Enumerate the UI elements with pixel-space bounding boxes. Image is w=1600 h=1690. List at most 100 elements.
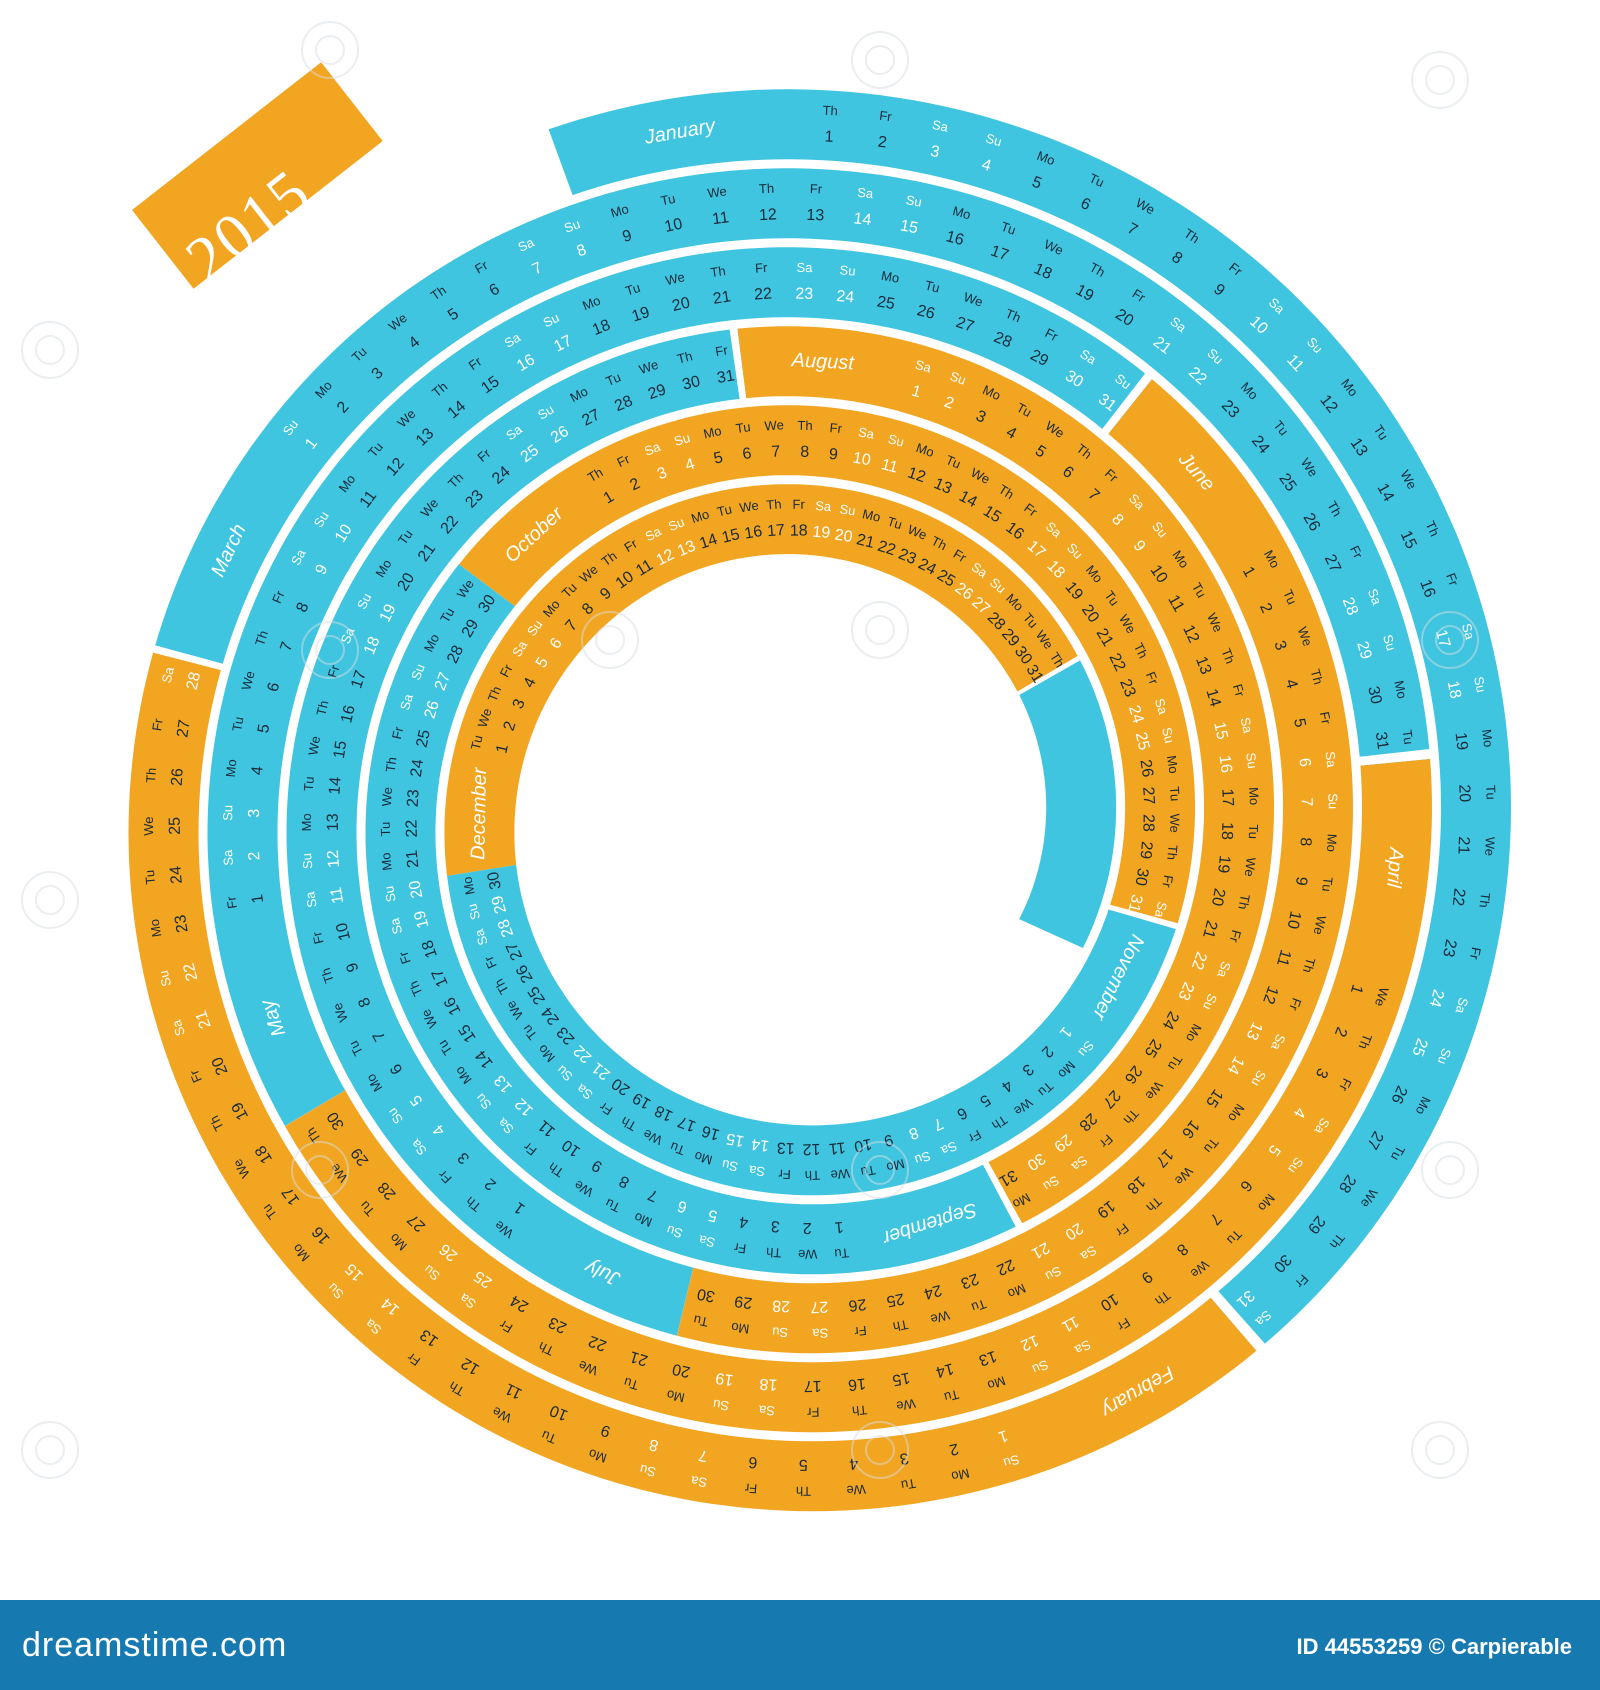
weekday-label: Su	[562, 216, 582, 236]
weekday-label: Th	[303, 1125, 324, 1146]
month-ribbon	[444, 484, 1078, 876]
day-number: 27	[432, 670, 454, 693]
weekday-label: Mo	[1005, 1281, 1028, 1302]
weekday-label: Th	[766, 496, 782, 512]
weekday-label: Sa	[697, 1232, 717, 1250]
weekday-label: Mo	[147, 918, 165, 938]
weekday-label: Sa	[1268, 1032, 1289, 1053]
day-number: 11	[711, 209, 730, 228]
day-number: 29	[1027, 347, 1051, 370]
day-number: 31	[716, 367, 736, 387]
weekday-label: Th	[1422, 519, 1442, 539]
weekday-label: Th	[318, 966, 337, 985]
day-number: 29	[1136, 841, 1155, 860]
weekday-label: Su	[948, 368, 968, 387]
day-number: 22	[754, 285, 773, 303]
weekday-label: Tu	[735, 419, 752, 436]
weekday-label: Sa	[1072, 1337, 1094, 1358]
day-number: 20	[671, 294, 692, 315]
day-number: 23	[1174, 979, 1197, 1002]
day-number: 8	[1296, 837, 1313, 847]
day-number: 26	[169, 768, 187, 787]
weekday-label: Fr	[777, 1167, 791, 1183]
day-number: 21	[855, 531, 876, 552]
day-number: 18	[1444, 679, 1464, 700]
weekday-label: Tu	[346, 1038, 366, 1058]
weekday-label: Sa	[796, 260, 813, 275]
day-number: 31	[1022, 662, 1046, 686]
weekday-label: Tu	[668, 1139, 687, 1158]
day-number: 10	[1097, 1290, 1121, 1314]
weekday-label: We	[1167, 814, 1182, 833]
weekday-label: Su	[1030, 1357, 1051, 1377]
day-number: 13	[325, 813, 342, 831]
month-september: SeptemberTu1We2Th3Fr4Sa5Su6Mo7Tu8We9Th10…	[365, 564, 1016, 1275]
weekday-label: Su	[1285, 1155, 1306, 1177]
day-number: 17	[1218, 788, 1236, 807]
month-november: NovemberSu1Mo2Tu3We4Th5Fr6Sa7Su8Mo9Tu10W…	[447, 850, 1176, 1196]
day-number: 27	[579, 406, 603, 429]
day-number: 11	[1273, 948, 1294, 969]
weekday-label: Sa	[643, 523, 665, 544]
weekday-label: We	[962, 289, 985, 309]
weekday-label: We	[475, 706, 495, 729]
weekday-label: Sa	[747, 1163, 765, 1180]
weekday-label: Su	[666, 514, 686, 534]
weekday-label: We	[1311, 914, 1330, 936]
day-number: 19	[630, 304, 652, 326]
weekday-label: We	[1242, 857, 1259, 878]
day-number: 21	[1454, 836, 1472, 855]
weekday-label: Mo	[950, 1465, 971, 1484]
weekday-label: Tu	[1189, 580, 1209, 600]
day-number: 20	[395, 570, 419, 594]
day-number: 16	[743, 523, 763, 543]
weekday-label: Mo	[1479, 728, 1496, 748]
day-number: 18	[1218, 822, 1235, 840]
weekday-label: Su	[1200, 992, 1220, 1013]
day-number: 20	[209, 1054, 232, 1077]
weekday-label: We	[707, 183, 728, 200]
weekday-label: Tu	[944, 452, 963, 472]
weekday-label: Su	[839, 262, 856, 278]
month-february: FebruarySu1Mo2Tu3We4Th5Fr6Sa7Su8Mo9Tu10W…	[128, 617, 1257, 1512]
weekday-label: Tu	[900, 1476, 917, 1493]
weekday-label: Th	[252, 629, 271, 648]
weekday-label: Tu	[1014, 400, 1034, 420]
day-number: 30	[1131, 867, 1151, 887]
weekday-label: Tu	[1087, 170, 1107, 190]
day-number: 27	[1139, 786, 1157, 805]
day-number: 22	[403, 819, 420, 837]
day-number: 24	[1426, 987, 1447, 1009]
day-number: 13	[931, 475, 954, 498]
weekday-label: Su	[839, 501, 857, 518]
day-number: 27	[810, 1298, 829, 1316]
weekday-label: Fr	[714, 342, 729, 359]
weekday-label: Su	[1159, 726, 1177, 745]
weekday-label: Sa	[938, 1138, 959, 1159]
weekday-label: Th	[1218, 646, 1237, 666]
weekday-label: Tu	[622, 1375, 640, 1394]
day-number: 28	[991, 329, 1014, 352]
weekday-label: Su	[408, 662, 428, 682]
day-number: 30	[681, 373, 702, 394]
weekday-label: Tu	[395, 527, 416, 548]
day-number: 12	[654, 546, 678, 569]
day-number: 30	[696, 1285, 717, 1305]
weekday-label: Th	[1356, 1032, 1376, 1052]
weekday-label: Fr	[853, 1323, 868, 1339]
weekday-label: Th	[1131, 640, 1151, 660]
day-number: 14	[956, 488, 980, 511]
weekday-label: Mo	[609, 201, 631, 221]
weekday-label: Th	[429, 379, 450, 400]
day-number: 21	[1028, 1238, 1052, 1262]
day-number: 21	[628, 1347, 650, 1368]
day-number: 22	[586, 1332, 609, 1354]
day-number: 6	[741, 445, 752, 463]
day-number: 15	[725, 1129, 746, 1149]
day-number: 29	[1353, 639, 1374, 661]
day-number: 12	[802, 1140, 820, 1158]
weekday-label: We	[664, 269, 686, 288]
weekday-label: We	[798, 1247, 818, 1262]
footer-bar: dreamstime.com ID 44553259 © Carpierable	[0, 1600, 1600, 1690]
weekday-label: Mo	[459, 875, 477, 896]
